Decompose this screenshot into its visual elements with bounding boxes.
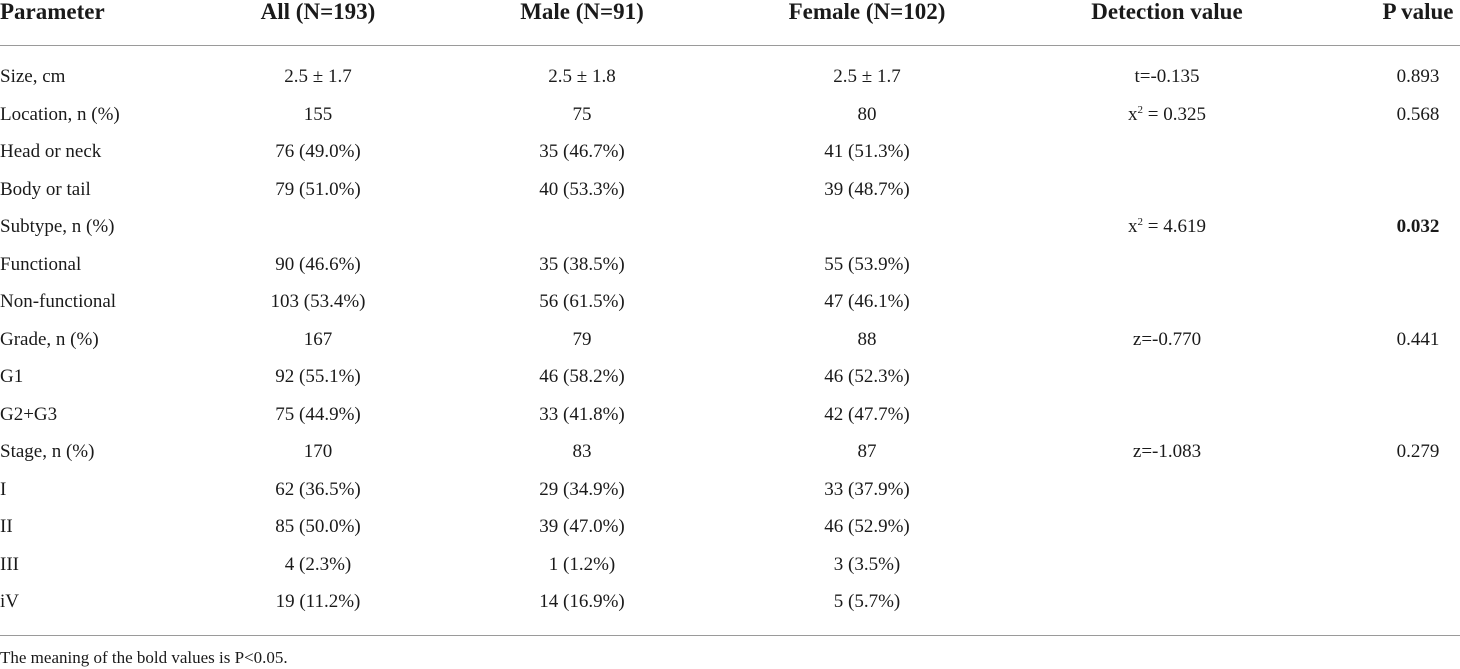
table-cell: 5 (5.7%) <box>833 591 901 612</box>
row-label: Non-functional <box>0 291 117 312</box>
header-p-value: P value <box>1382 0 1454 24</box>
row-label: G2+G3 <box>0 403 58 425</box>
table-cell: x2 = 0.325 <box>1128 103 1206 125</box>
table-cell: 92 (55.1%) <box>275 366 361 387</box>
table-row: Head or neck 76 (49.0%) 35 (46.7%) 41 (51.3… <box>0 134 1460 172</box>
table-header: Parameter All (N=193) Male (N=91) Female… <box>0 0 1460 26</box>
footnote: The meaning of the bold values is P<0.05… <box>0 648 288 667</box>
row-label: Body or tail <box>0 178 91 200</box>
table-cell: 103 (53.4%) <box>270 291 366 312</box>
header-female: Female (N=102) <box>788 0 946 24</box>
row-label: Location, n (%) <box>0 103 120 125</box>
table-cell: 46 (52.9%) <box>824 516 910 537</box>
table-row: Grade, n (%) 167 79 88 z=-0.770 0.441 <box>0 322 1460 360</box>
row-label: G1 <box>0 366 24 387</box>
table-cell: 79 <box>572 328 592 350</box>
table-cell: 1 (1.2%) <box>548 553 616 575</box>
table-cell: 0.441 <box>1396 328 1440 350</box>
table-cell: 39 (47.0%) <box>539 516 625 537</box>
row-label: III <box>0 553 19 575</box>
table-cell: 33 (37.9%) <box>824 478 910 500</box>
table-cell: 88 <box>857 328 877 350</box>
header-parameter: Parameter <box>0 0 105 24</box>
table-cell: 75 <box>572 103 592 125</box>
table-cell: 85 (50.0%) <box>275 516 361 537</box>
table-row: Stage, n (%) 170 83 87 z=-1.083 0.279 <box>0 434 1460 472</box>
table-cell: 2.5 ± 1.7 <box>833 66 901 87</box>
table-cell: 46 (52.3%) <box>824 366 910 387</box>
table-row: Functional 90 (46.6%) 35 (38.5%) 55 (53.9%) <box>0 247 1460 285</box>
table-cell: 0.568 <box>1396 103 1440 125</box>
table-row: Size, cm 2.5 ± 1.7 2.5 ± 1.8 2.5 ± 1.7 t=-0.… <box>0 59 1460 97</box>
table-cell: 79 (51.0%) <box>275 178 361 200</box>
table-cell: 83 <box>572 441 592 462</box>
table-cell: 3 (3.5%) <box>833 553 901 575</box>
table-cell: 29 (34.9%) <box>539 478 625 500</box>
table-cell: 0.893 <box>1396 66 1440 87</box>
table-cell: 0.279 <box>1396 441 1440 462</box>
table-row: Body or tail 79 (51.0%) 40 (53.3%) 39 (48.7… <box>0 172 1460 210</box>
table-cell: 46 (58.2%) <box>539 366 625 387</box>
table-cell: 170 <box>303 441 333 462</box>
table-cell: t=-0.135 <box>1134 66 1200 87</box>
table-cell: 35 (46.7%) <box>539 141 625 162</box>
table-row: G1 92 (55.1%) 46 (58.2%) 46 (52.3%) <box>0 359 1460 397</box>
table-cell: 75 (44.9%) <box>275 403 361 425</box>
table-cell: 55 (53.9%) <box>824 253 910 275</box>
row-label: Head or neck <box>0 141 102 162</box>
footer-divider <box>0 635 1460 636</box>
table-cell: 76 (49.0%) <box>275 141 361 162</box>
row-label: Grade, n (%) <box>0 328 99 350</box>
table-cell: z=-0.770 <box>1132 328 1202 350</box>
table-cell: 2.5 ± 1.7 <box>284 66 352 87</box>
table-row: G2+G3 75 (44.9%) 33 (41.8%) 42 (47.7%) <box>0 397 1460 435</box>
header-detection-value: Detection value <box>1091 0 1243 24</box>
row-label: Size, cm <box>0 66 66 87</box>
table-cell: 167 <box>303 328 333 350</box>
table-cell: 4 (2.3%) <box>284 553 352 575</box>
table-cell: 80 <box>857 103 877 125</box>
table-cell: 47 (46.1%) <box>824 291 910 312</box>
table-cell: 87 <box>857 441 877 462</box>
table-row: Location, n (%) 155 75 80 x2 = 0.325 0.568 <box>0 97 1460 135</box>
table-cell: 14 (16.9%) <box>539 591 625 612</box>
table-cell: 56 (61.5%) <box>539 291 625 312</box>
table-row: III 4 (2.3%) 1 (1.2%) 3 (3.5%) <box>0 547 1460 585</box>
table-cell: 41 (51.3%) <box>824 141 910 162</box>
table-cell: 40 (53.3%) <box>539 178 625 200</box>
table-cell: 62 (36.5%) <box>275 478 361 500</box>
row-label: iV <box>0 591 19 612</box>
table-cell: 90 (46.6%) <box>275 253 361 275</box>
row-label: I <box>0 478 7 500</box>
header-divider <box>0 45 1460 46</box>
table-body: Size, cm 2.5 ± 1.7 2.5 ± 1.8 2.5 ± 1.7 t=-0.… <box>0 59 1460 622</box>
table-cell: x2 = 4.619 <box>1128 216 1206 237</box>
table-cell: 33 (41.8%) <box>539 403 625 425</box>
header-all: All (N=193) <box>260 0 376 24</box>
header-male: Male (N=91) <box>520 0 644 24</box>
row-label: Functional <box>0 253 82 275</box>
table-row: Non-functional 103 (53.4%) 56 (61.5%) 47 (4… <box>0 284 1460 322</box>
table-cell: 42 (47.7%) <box>824 403 910 425</box>
row-label: II <box>0 516 13 537</box>
table-cell: 19 (11.2%) <box>275 591 361 612</box>
table-row: Subtype, n (%) x2 = 4.619 0.032 <box>0 209 1460 247</box>
table-cell: 155 <box>303 103 333 125</box>
table-cell: 39 (48.7%) <box>824 178 910 200</box>
row-label: Stage, n (%) <box>0 441 95 462</box>
table-cell: 0.032 <box>1396 216 1440 237</box>
table-cell: 2.5 ± 1.8 <box>548 66 616 87</box>
table-cell: 35 (38.5%) <box>539 253 625 275</box>
row-label: Subtype, n (%) <box>0 216 115 237</box>
table-row: I 62 (36.5%) 29 (34.9%) 33 (37.9%) <box>0 472 1460 510</box>
table-row: iV 19 (11.2%) 14 (16.9%) 5 (5.7%) <box>0 584 1460 622</box>
table-row: II 85 (50.0%) 39 (47.0%) 46 (52.9%) <box>0 509 1460 547</box>
table-cell: z=-1.083 <box>1132 441 1202 462</box>
